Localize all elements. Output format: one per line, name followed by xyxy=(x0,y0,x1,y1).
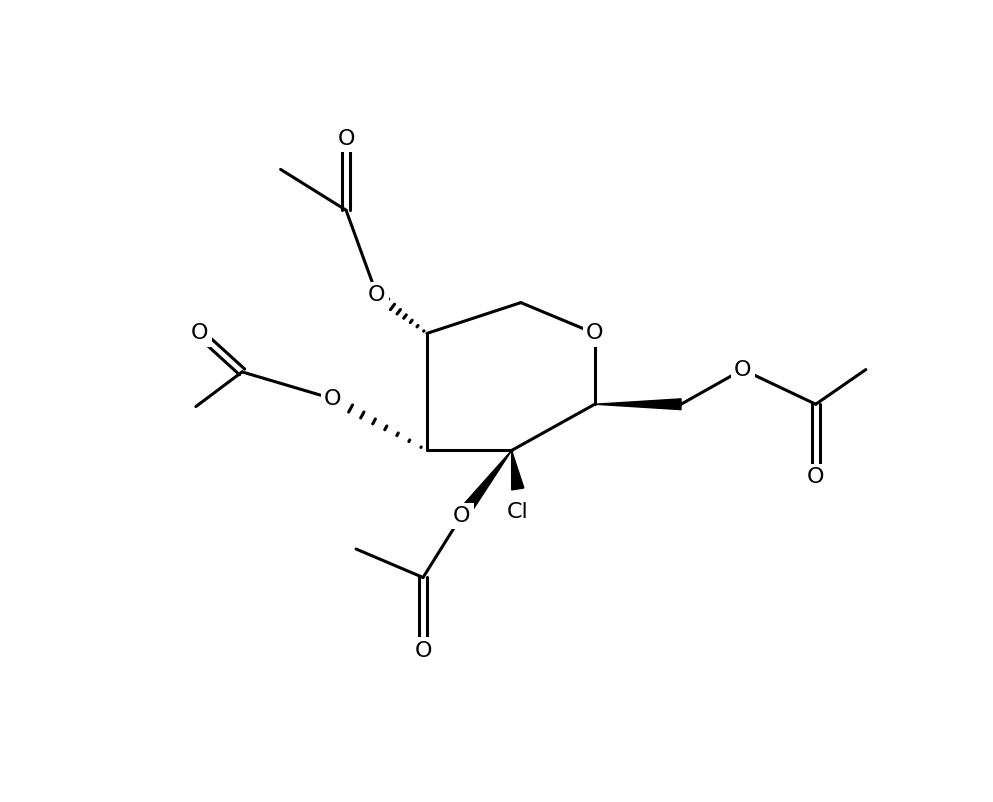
Text: O: O xyxy=(191,323,209,343)
Text: Cl: Cl xyxy=(506,502,528,522)
Text: O: O xyxy=(325,389,342,409)
Text: O: O xyxy=(586,323,604,343)
Text: O: O xyxy=(734,359,752,379)
Text: O: O xyxy=(453,506,471,526)
Text: O: O xyxy=(338,128,355,148)
Polygon shape xyxy=(457,451,511,520)
Polygon shape xyxy=(511,451,524,490)
Polygon shape xyxy=(595,399,681,410)
Text: O: O xyxy=(414,641,432,661)
Text: O: O xyxy=(807,468,824,488)
Text: O: O xyxy=(368,285,385,305)
